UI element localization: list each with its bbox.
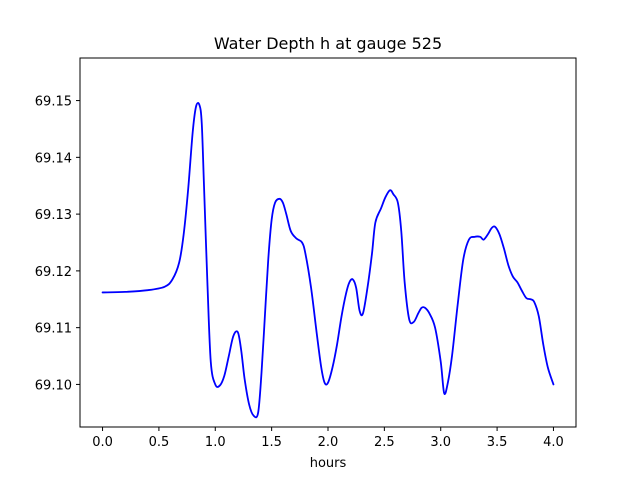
y-tick-label: 69.12 — [35, 265, 72, 280]
x-tick-label: 1.0 — [205, 435, 226, 450]
x-tick-label: 2.0 — [318, 435, 339, 450]
plot-frame — [79, 57, 577, 428]
x-axis-label: hours — [310, 456, 347, 471]
y-tick-label: 69.11 — [35, 322, 72, 337]
x-tick-label: 3.0 — [430, 435, 451, 450]
x-axis: 0.0 0.5 1.0 1.5 2.0 2.5 3.0 3.5 4.0 — [92, 427, 564, 450]
x-tick-label: 3.5 — [487, 435, 508, 450]
x-tick-label: 2.5 — [374, 435, 395, 450]
x-tick-label: 0.0 — [92, 435, 113, 450]
y-tick-label: 69.10 — [35, 378, 72, 393]
chart-title: Water Depth h at gauge 525 — [214, 34, 442, 53]
x-tick-label: 0.5 — [149, 435, 170, 450]
y-tick-label: 69.13 — [35, 208, 72, 223]
y-axis: 69.10 69.11 69.12 69.13 69.14 69.15 — [35, 95, 80, 393]
plot-area — [101, 102, 555, 419]
y-tick-label: 69.14 — [35, 151, 72, 166]
y-tick-label: 69.15 — [35, 95, 72, 110]
series-line — [101, 102, 555, 419]
x-tick-label: 1.5 — [261, 435, 282, 450]
x-tick-label: 4.0 — [543, 435, 564, 450]
